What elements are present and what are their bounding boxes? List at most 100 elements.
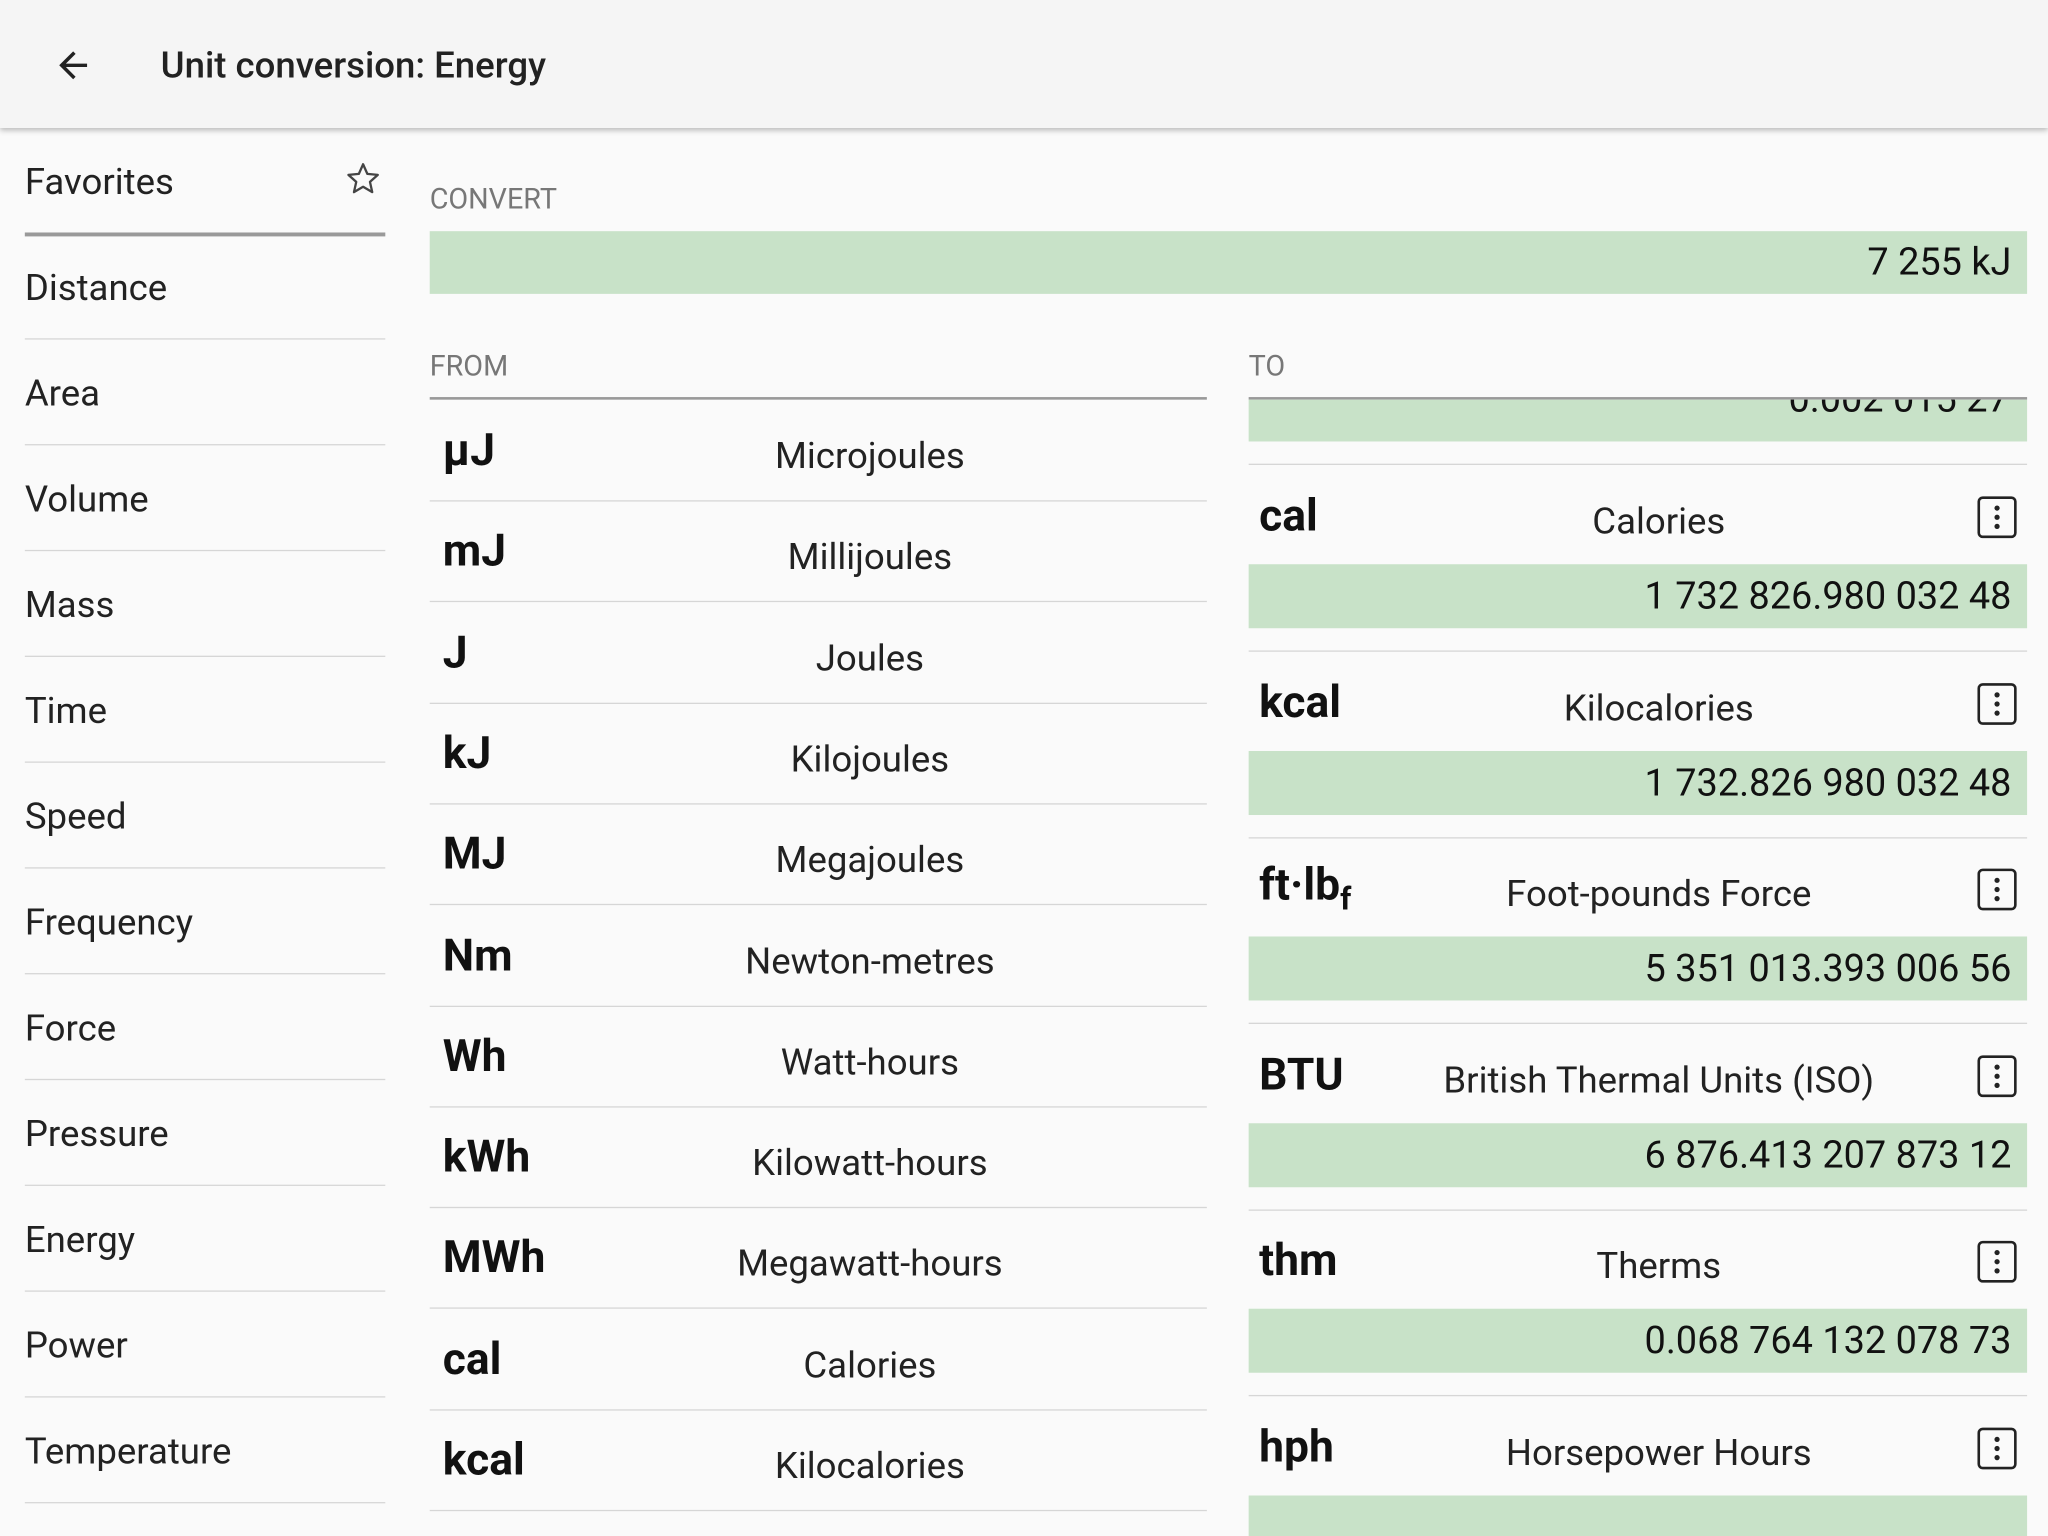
unit-symbol: thm <box>1259 1234 1338 1287</box>
from-row[interactable]: MJ Megajoules <box>430 805 1207 904</box>
sidebar-item[interactable]: Frequency <box>24 900 193 944</box>
unit-symbol: kcal <box>442 1434 525 1487</box>
unit-symbol: kWh <box>442 1131 531 1184</box>
menu-button[interactable] <box>1977 1240 2017 1283</box>
sidebar-item[interactable]: Speed <box>24 794 127 838</box>
sidebar-item[interactable]: Mass <box>24 583 115 627</box>
unit-name: Kilocalories <box>1563 685 1754 729</box>
from-row[interactable]: MWh Megawatt-hours <box>430 1209 1207 1308</box>
unit-name: Kilojoules <box>790 737 950 781</box>
unit-symbol: kcal <box>1259 675 1342 729</box>
result-value: 0.002 015 27 <box>1788 399 2009 422</box>
result-field: 1 732.826 980 032 48 <box>1248 750 2028 815</box>
result-value: 1 732.826 980 032 48 <box>1644 760 2012 806</box>
result-field <box>1248 1494 2028 1536</box>
from-row[interactable]: kWh Kilowatt-hours <box>430 1108 1207 1207</box>
divider <box>1248 1208 2028 1211</box>
from-row[interactable]: cal Calories <box>430 1310 1207 1409</box>
unit-symbol: µJ <box>442 424 496 477</box>
unit-name: Watt-hours <box>780 1040 959 1084</box>
divider <box>429 702 1207 704</box>
from-row[interactable]: kJ Kilojoules <box>430 704 1207 803</box>
sidebar-item[interactable]: Temperature <box>24 1429 232 1473</box>
title: Unit conversion: Energy <box>160 43 546 87</box>
unit-symbol: ft·lbf <box>1259 858 1352 918</box>
menu-button[interactable] <box>1977 496 2017 539</box>
from-row[interactable]: Nm Newton-metres <box>430 906 1207 1005</box>
sidebar-item[interactable]: Energy <box>24 1217 136 1262</box>
divider <box>429 1206 1207 1209</box>
unit-symbol: BTU <box>1259 1048 1344 1101</box>
divider <box>429 904 1207 906</box>
sidebar-item[interactable]: Area <box>24 371 101 415</box>
unit-symbol: MJ <box>442 828 507 881</box>
favorite-star[interactable] <box>344 159 383 198</box>
unit-symbol: cal <box>1259 489 1318 543</box>
from-row[interactable]: J Joules <box>430 603 1207 702</box>
result-field: 6 876.413 207 873 12 <box>1248 1122 2028 1187</box>
menu-button[interactable] <box>1977 1426 2017 1469</box>
sidebar-item[interactable]: Time <box>24 688 107 733</box>
unit-name: Therms <box>1596 1244 1722 1288</box>
divider <box>24 1502 386 1504</box>
sidebar-item[interactable]: Distance <box>24 265 168 309</box>
sidebar-item[interactable]: Power <box>24 1323 128 1367</box>
from-row[interactable]: kcal Kilocalories <box>430 1411 1207 1510</box>
unit-name: Foot-pounds Force <box>1506 871 1812 915</box>
from-row[interactable]: mJ Millijoules <box>430 502 1207 601</box>
menu-dots <box>1994 877 2000 902</box>
divider <box>429 1408 1207 1411</box>
divider <box>24 232 386 237</box>
back-button[interactable] <box>52 44 94 86</box>
unit-name: Calories <box>803 1342 937 1387</box>
divider <box>429 1509 1207 1512</box>
divider <box>429 1005 1207 1007</box>
menu-dots <box>1994 1063 2000 1088</box>
divider <box>24 867 386 869</box>
divider <box>429 1106 1207 1108</box>
section-label: TO <box>1248 350 1286 384</box>
unit-name: Kilocalories <box>774 1443 965 1488</box>
section-label: FROM <box>429 350 509 384</box>
divider <box>24 1078 386 1081</box>
menu-dots <box>1994 691 2000 716</box>
unit-name: Megajoules <box>775 838 965 882</box>
from-row[interactable]: Wh Watt-hours <box>430 1007 1207 1106</box>
sidebar-item[interactable]: Volume <box>24 477 149 521</box>
unit-name: Horsepower Hours <box>1505 1430 1812 1474</box>
divider <box>1248 1394 2028 1397</box>
divider <box>24 761 386 763</box>
from-row[interactable]: µJ Microjoules <box>430 401 1207 500</box>
unit-name: Microjoules <box>774 434 965 478</box>
result-field: 5 351 013.393 006 56 <box>1248 936 2028 1001</box>
unit-symbol: Nm <box>442 929 513 982</box>
sidebar-item[interactable]: Force <box>24 1006 117 1050</box>
result-value: 6 876.413 207 873 12 <box>1644 1133 2012 1178</box>
app-bar: Unit conversion: Energy <box>0 0 2048 128</box>
menu-dots <box>1994 1249 2000 1274</box>
sidebar-item[interactable]: Pressure <box>24 1112 169 1156</box>
convert-field[interactable]: 7 255 kJ <box>429 231 2028 294</box>
unit-symbol: kJ <box>442 727 492 780</box>
divider <box>429 803 1207 805</box>
result-value: 5 351 013.393 006 56 <box>1644 946 2012 992</box>
menu-button[interactable] <box>1977 1054 2017 1097</box>
divider <box>24 1184 386 1186</box>
unit-name: Kilowatt-hours <box>752 1141 988 1185</box>
sidebar-item[interactable]: Favorites <box>24 159 174 204</box>
menu-button[interactable] <box>1977 682 2017 725</box>
divider <box>24 973 386 975</box>
divider <box>429 1307 1207 1310</box>
divider <box>24 549 386 552</box>
unit-symbol: MWh <box>442 1232 546 1285</box>
divider <box>24 1396 386 1398</box>
divider <box>24 338 386 340</box>
divider <box>24 655 386 657</box>
unit-name: British Thermal Units (ISO) <box>1443 1057 1875 1102</box>
unit-symbol: mJ <box>442 525 507 578</box>
divider <box>429 601 1207 603</box>
header-line <box>429 397 1207 400</box>
menu-button[interactable] <box>1977 868 2017 911</box>
result-value: 0.068 764 132 078 73 <box>1644 1319 2012 1364</box>
